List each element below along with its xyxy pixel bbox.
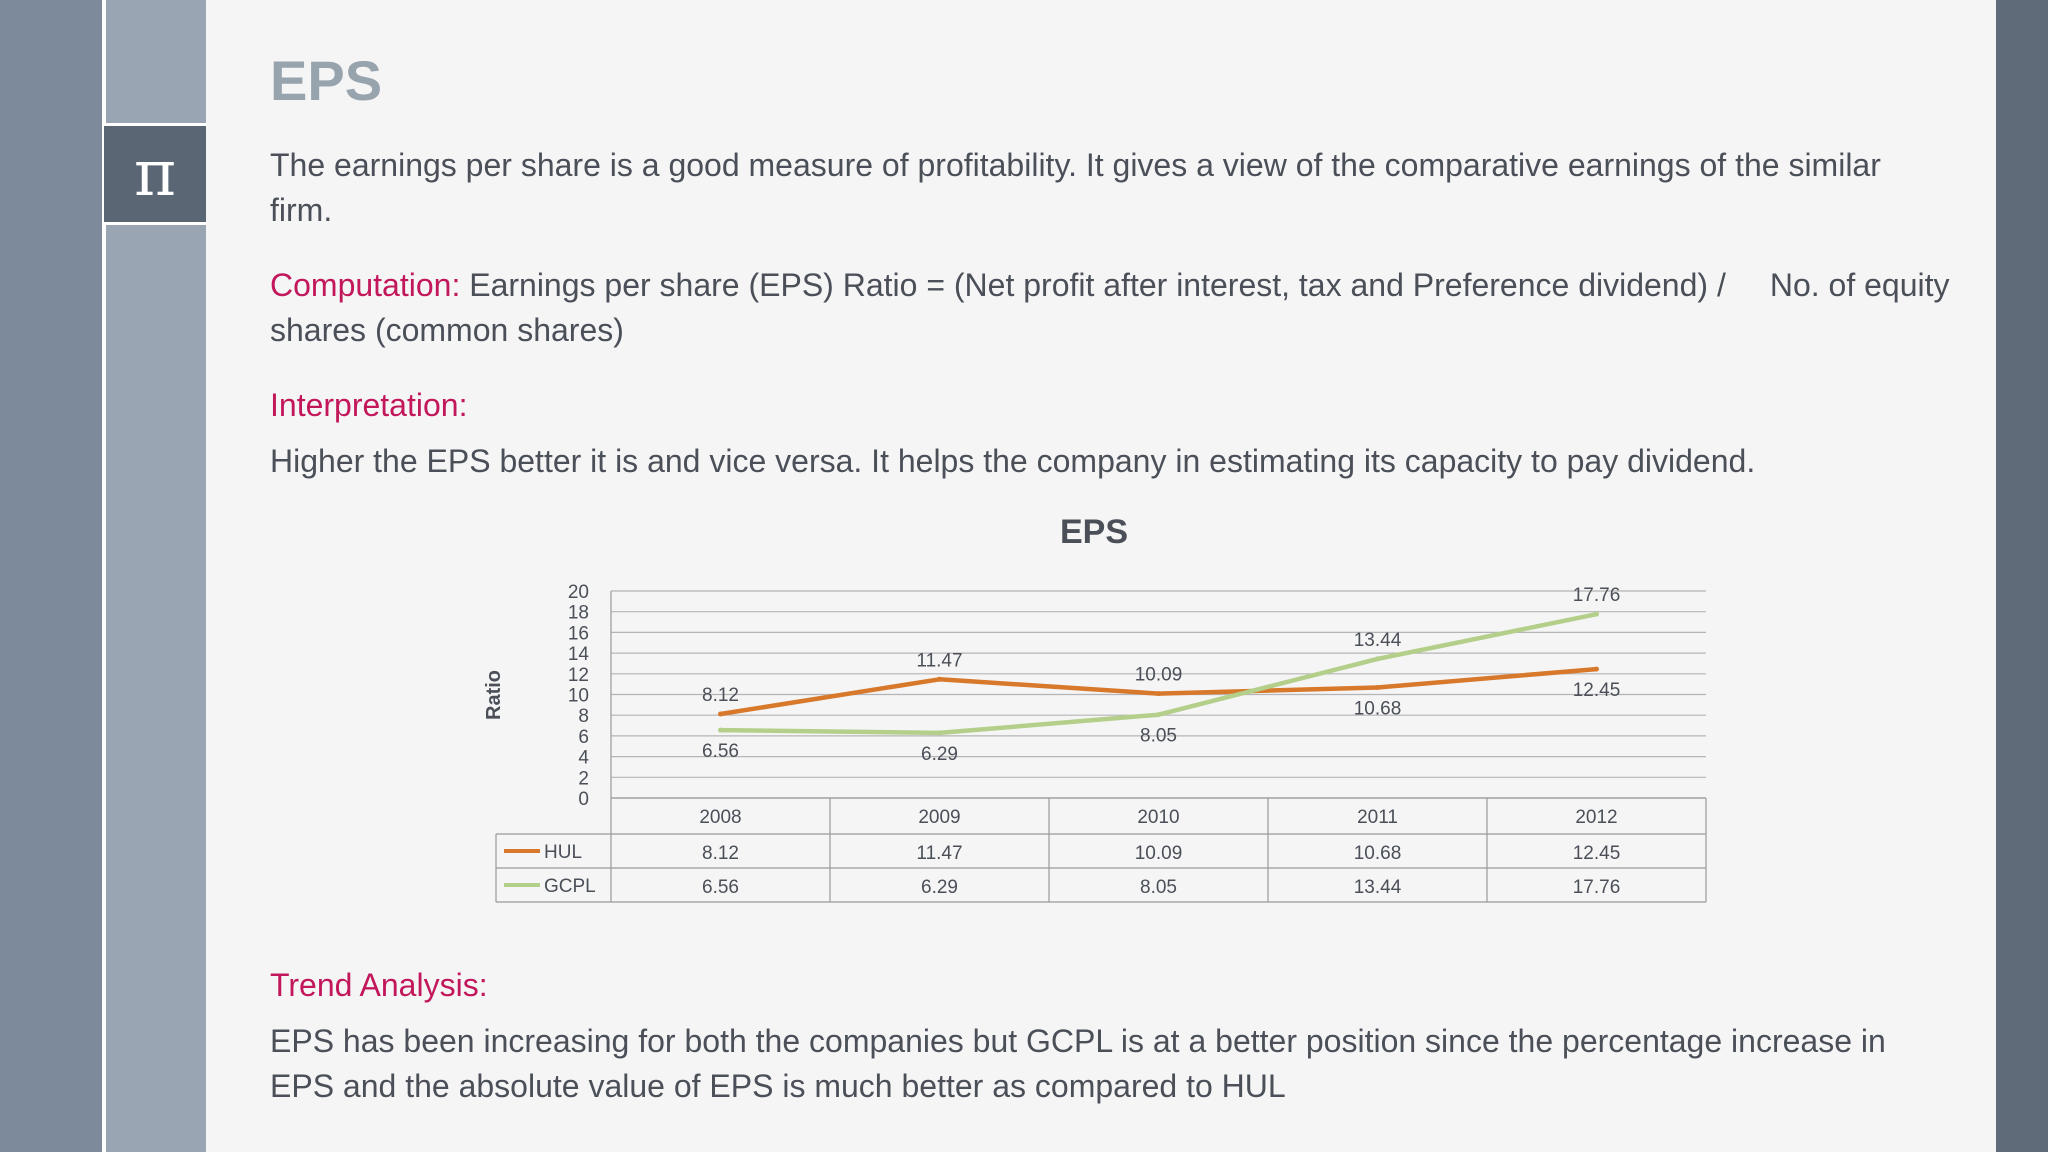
table-cell: 13.44 [1354, 877, 1402, 898]
data-point [937, 676, 942, 682]
computation-formula-b: No. of equity shares (common shares) [270, 267, 1950, 348]
x-tick-label: 2009 [918, 807, 960, 828]
computation-label: Computation: [270, 267, 461, 303]
chart-title: EPS [1060, 513, 1128, 551]
trend-label: Trend Analysis: [270, 967, 488, 1003]
data-label: 12.45 [1573, 680, 1621, 701]
y-tick-label: 10 [568, 686, 589, 707]
data-label: 6.56 [702, 741, 739, 762]
data-point [937, 730, 942, 736]
left-border-band [0, 0, 102, 1152]
legend-label: HUL [544, 842, 582, 863]
x-tick-label: 2012 [1575, 807, 1617, 828]
interpretation-text: Higher the EPS better it is and vice ver… [270, 443, 1756, 479]
data-point [1156, 691, 1161, 697]
data-label: 8.05 [1140, 726, 1177, 747]
data-point [1375, 656, 1380, 662]
slide-background [206, 0, 1996, 1152]
computation-formula-a: Earnings per share (EPS) Ratio = (Net pr… [469, 267, 1726, 303]
intro-paragraph: The earnings per share is a good measure… [270, 147, 1881, 228]
data-label: 13.44 [1354, 630, 1402, 651]
data-point [1594, 611, 1599, 617]
right-border-band [1996, 0, 2048, 1152]
table-cell: 10.68 [1354, 843, 1402, 864]
table-cell: 12.45 [1573, 843, 1621, 864]
table-cell: 10.09 [1135, 843, 1183, 864]
table-cell: 17.76 [1573, 877, 1621, 898]
x-tick-label: 2010 [1137, 807, 1179, 828]
y-tick-label: 20 [568, 582, 589, 603]
y-tick-label: 2 [578, 768, 589, 789]
left-border-divider [102, 0, 106, 1152]
data-point [1375, 684, 1380, 690]
data-point [1156, 712, 1161, 718]
computation-paragraph: Computation: Earnings per share (EPS) Ra… [270, 263, 1950, 353]
slide-title: EPS [270, 49, 383, 112]
table-cell: 8.05 [1140, 877, 1177, 898]
y-tick-label: 8 [578, 706, 589, 727]
interpretation-label: Interpretation: [270, 387, 468, 423]
pi-icon: π [104, 123, 206, 225]
data-point [718, 727, 723, 733]
data-label: 6.29 [921, 744, 958, 765]
y-tick-label: 18 [568, 603, 589, 624]
data-point [1594, 666, 1599, 672]
y-tick-label: 0 [578, 789, 589, 810]
trend-text: EPS has been increasing for both the com… [270, 1023, 1886, 1104]
data-label: 8.12 [702, 685, 739, 706]
x-tick-label: 2008 [699, 807, 741, 828]
eps-chart: EPS Ratio 0 2 4 6 8 10 12 14 16 18 20 2008 2009 2010… [480, 510, 1720, 910]
y-tick-label: 4 [578, 748, 589, 769]
table-cell: 8.12 [702, 843, 739, 864]
y-tick-label: 6 [578, 727, 589, 748]
table-cell: 11.47 [916, 843, 962, 864]
data-label: 11.47 [916, 650, 962, 671]
y-tick-label: 16 [568, 623, 589, 644]
table-cell: 6.56 [702, 877, 739, 898]
y-tick-label: 14 [568, 644, 590, 665]
data-point [718, 711, 723, 717]
x-tick-label: 2011 [1357, 807, 1398, 828]
data-label: 17.76 [1573, 585, 1621, 606]
y-tick-label: 12 [568, 665, 589, 686]
data-label: 10.68 [1354, 698, 1402, 719]
data-label: 10.09 [1135, 665, 1183, 686]
legend-label: GCPL [544, 876, 596, 897]
table-cell: 6.29 [921, 877, 958, 898]
chart-y-axis-label: Ratio [483, 670, 505, 720]
